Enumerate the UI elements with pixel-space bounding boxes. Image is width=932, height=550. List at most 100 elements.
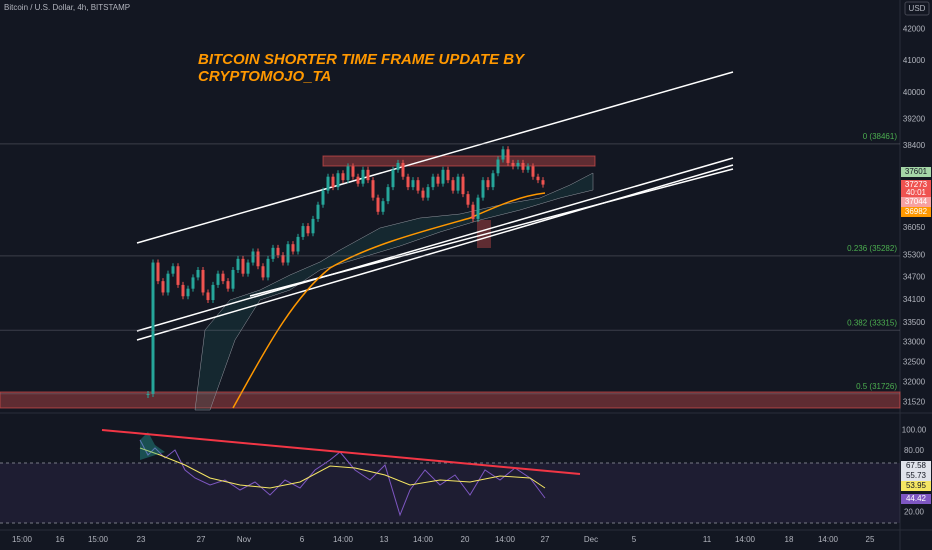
price-tag-label: 36982 <box>905 207 928 216</box>
rsi-tick-label: 80.00 <box>904 446 925 455</box>
time-tick-label: 6 <box>300 535 305 544</box>
time-tick-label: 25 <box>866 535 875 544</box>
candle-body <box>531 166 535 177</box>
time-tick-label: 13 <box>380 535 389 544</box>
candle-body <box>196 269 200 278</box>
candle-body <box>336 173 340 188</box>
price-tick-label: 32000 <box>903 378 926 387</box>
price-tick-label: 33500 <box>903 318 926 327</box>
candle-body <box>191 277 195 289</box>
candle-body <box>151 262 155 394</box>
price-tag <box>901 167 931 177</box>
time-tick-label: 14:00 <box>413 535 434 544</box>
price-tick-label: 40000 <box>903 88 926 97</box>
candle-body <box>381 201 385 212</box>
price-tag <box>901 180 931 190</box>
candle-body <box>296 236 300 252</box>
fib-label: 0 (38461) <box>863 132 898 141</box>
candle-body <box>366 169 370 181</box>
candle-body <box>156 262 160 282</box>
rsi-tick-label: 20.00 <box>904 508 925 517</box>
candle-body <box>226 281 230 289</box>
rsi-tag <box>901 481 931 491</box>
candle-body <box>301 226 305 237</box>
price-tick-label: 41000 <box>903 56 926 65</box>
rsi-tag-label: 44.42 <box>906 494 927 503</box>
candle-body <box>246 262 250 274</box>
rsi-ma <box>139 447 546 489</box>
candle-body <box>471 204 475 219</box>
fib-label: 0.382 (33315) <box>847 318 897 327</box>
time-tick-label: 11 <box>703 535 712 544</box>
candle-body <box>441 169 445 184</box>
candle-body <box>241 258 245 274</box>
candle-body <box>346 166 350 181</box>
candle-body <box>361 169 365 184</box>
candle-body <box>356 176 360 184</box>
candle-body <box>436 176 440 184</box>
price-tick-label: 32500 <box>903 358 926 367</box>
annotation: BITCOIN SHORTER TIME FRAME UPDATE BY <box>198 51 526 68</box>
channel-lower <box>136 157 734 332</box>
price-tick-label: 36050 <box>903 223 926 232</box>
candle-body <box>451 180 455 191</box>
candle-body <box>456 176 460 191</box>
time-tick-label: 18 <box>785 535 794 544</box>
time-tick-label: 27 <box>541 535 550 544</box>
candle-body <box>186 288 190 297</box>
candle-body <box>466 194 470 205</box>
candle-body <box>161 281 165 293</box>
candle-body <box>311 218 315 234</box>
time-tick-label: 14:00 <box>333 535 354 544</box>
price-tag-label: 37044 <box>905 197 928 206</box>
currency-box <box>904 1 930 16</box>
candle-body <box>321 190 325 205</box>
candle-body <box>286 244 290 263</box>
candle-body <box>211 284 215 301</box>
candle-body <box>416 180 420 191</box>
candle-body <box>171 266 175 274</box>
moving-average <box>232 192 546 409</box>
candle-body <box>306 226 310 234</box>
candle-body <box>256 251 260 267</box>
candle-body <box>396 162 400 170</box>
channel-lower <box>136 164 734 341</box>
candle-body <box>541 180 545 185</box>
time-tick-label: 15:00 <box>88 535 109 544</box>
price-tick-label: 42000 <box>903 25 926 34</box>
candle-body <box>496 159 500 174</box>
candle-body <box>516 162 520 167</box>
candle-body <box>216 273 220 285</box>
time-tick-label: Dec <box>584 535 598 544</box>
rsi-trendline <box>101 429 581 475</box>
annotation: CRYPTOMOJO_TA <box>198 68 331 85</box>
price-tag <box>901 207 931 217</box>
candle-body <box>486 180 490 188</box>
candle-body <box>411 180 415 188</box>
rsi-overbought <box>140 432 165 460</box>
candle-body <box>326 176 330 191</box>
rsi-tag <box>901 461 931 471</box>
candle-body <box>176 266 180 285</box>
candle-body <box>491 173 495 188</box>
rsi-tag-label: 55.73 <box>906 471 927 480</box>
resistance-zone <box>322 155 596 167</box>
candles <box>146 146 545 398</box>
candle-body <box>206 292 210 301</box>
price-tick-label: 38400 <box>903 141 926 150</box>
candle-body <box>401 162 405 177</box>
price-tag-label: 37273 <box>905 180 928 189</box>
candle-body <box>231 269 235 289</box>
candle-body <box>536 176 540 181</box>
candle-body <box>291 244 295 252</box>
rsi-tag <box>901 494 931 504</box>
price-tick-label: 39200 <box>903 114 926 123</box>
candle-body <box>341 173 345 181</box>
price-tag <box>901 197 931 207</box>
rsi-tag-label: 67.58 <box>906 461 927 470</box>
channel-upper <box>136 71 734 244</box>
rsi-tag <box>901 471 931 481</box>
